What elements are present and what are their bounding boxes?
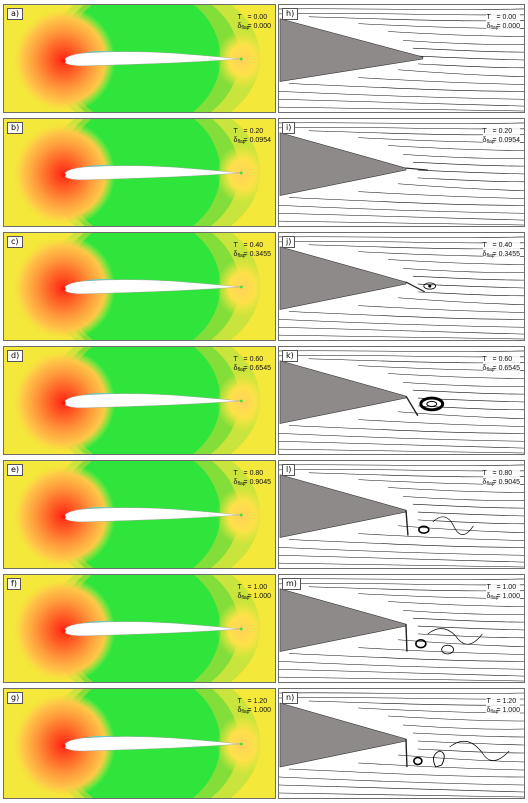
panel-annotation: T = 0.60 δflap= 0.6545 (482, 355, 520, 375)
panel-tag: e) (7, 464, 24, 476)
vortex (413, 756, 423, 766)
vortex (423, 282, 437, 290)
contour-panel-g: g) T = 1.20 δflap= 1.000 (3, 688, 276, 799)
trailing-edge-wedge (279, 360, 407, 424)
flap (405, 510, 409, 536)
panel-tag: g) (7, 692, 24, 704)
trailing-edge-wedge (279, 132, 407, 196)
streamline-panel-m: m) T = 1.00 δflap= 1.000 (278, 574, 525, 683)
panel-tag: b) (7, 122, 24, 134)
vortex (415, 639, 427, 649)
panel-annotation: T = 1.20 δflap= 1.000 (486, 697, 520, 717)
panel-annotation: T = 1.00 δflap= 1.000 (237, 584, 271, 601)
pressure-contour-plot (4, 5, 275, 112)
flap (405, 624, 408, 652)
panel-tag: i) (282, 122, 296, 134)
streamline-plot (279, 689, 524, 798)
flap-symbol: δflap (237, 23, 250, 31)
pressure-contour-plot (4, 575, 275, 682)
panel-annotation: T = 0.40 δflap= 0.3455 (482, 241, 520, 261)
panel-tag: a) (7, 8, 24, 20)
panel-tag: c) (7, 236, 23, 248)
panel-annotation: T = 0.40 δflap= 0.3455 (233, 242, 271, 259)
streamline-panel-l: l) T = 0.80 δflap= 0.9045 (278, 460, 525, 569)
contour-panel-b: b) T = 0.20 δflap= 0.0954 (3, 118, 276, 227)
panel-annotation: T = 0.00 δflap= 0.000 (237, 13, 271, 33)
panel-annotation: T = 1.20 δflap= 1.000 (237, 698, 271, 715)
streamline-plot (279, 5, 524, 112)
streamline-panel-n: n) T = 1.20 δflap= 1.000 (278, 688, 525, 799)
vortex (418, 525, 430, 534)
panel-tag: j) (282, 236, 296, 248)
flap (405, 167, 428, 171)
pressure-contour-plot (4, 689, 275, 798)
panel-annotation: T = 0.00 δflap= 0.000 (486, 13, 520, 33)
panel-tag: k) (282, 350, 298, 362)
streamline-panel-h: h) T = 0.00 δflap= 0.000 (278, 4, 525, 113)
trailing-edge-wedge (279, 18, 424, 82)
time-value: = 0.00 (247, 14, 268, 21)
panel-annotation: T = 1.00 δflap= 1.000 (486, 583, 520, 603)
streamline-panel-j: j) T = 0.40 δflap= 0.3455 (278, 232, 525, 341)
streamline-plot (279, 233, 524, 340)
streamline-panel-i: i) T = 0.20 δflap= 0.0954 (278, 118, 525, 227)
panel-annotation: T = 0.80 δflap= 0.9045 (233, 470, 271, 487)
panel-annotation: T = 0.80 δflap= 0.9045 (482, 469, 520, 489)
flap (405, 738, 408, 768)
panel-tag: h) (282, 8, 299, 20)
panel-tag: f) (7, 578, 21, 590)
flap (405, 281, 426, 293)
panel-annotation: T = 0.20 δflap= 0.0954 (482, 127, 520, 147)
time-symbol: T (237, 14, 242, 21)
contour-panel-c: c) T = 0.40 δflap= 0.3455 (3, 232, 276, 341)
contour-panel-e: e) T = 0.80 δflap= 0.9045 (3, 460, 276, 569)
panel-tag: m) (282, 578, 301, 590)
streamline-plot (279, 461, 524, 568)
flap-value: = 0.000 (247, 23, 271, 30)
panel-tag: d) (7, 350, 24, 362)
panel-annotation: T = 0.20 δflap= 0.0954 (233, 128, 271, 145)
panel-tag: l) (282, 464, 296, 476)
streamline-panel-k: k) T = 0.60 δflap= 0.6545 (278, 346, 525, 455)
panel-annotation: T = 0.60 δflap= 0.6545 (233, 356, 271, 373)
flap (405, 395, 419, 417)
contour-panel-f: f) T = 1.00 δflap= 1.000 (3, 574, 276, 683)
streamline-plot (279, 347, 524, 454)
contour-panel-d: d) T = 0.60 δflap= 0.6545 (3, 346, 276, 455)
streamline-plot (279, 575, 524, 682)
panel-tag: n) (282, 692, 299, 704)
vortex (419, 396, 445, 412)
streamline-plot (279, 119, 524, 226)
trailing-edge-wedge (279, 246, 407, 310)
contour-panel-a: a) T = 0.00 δflap= 0.000 (3, 4, 276, 113)
